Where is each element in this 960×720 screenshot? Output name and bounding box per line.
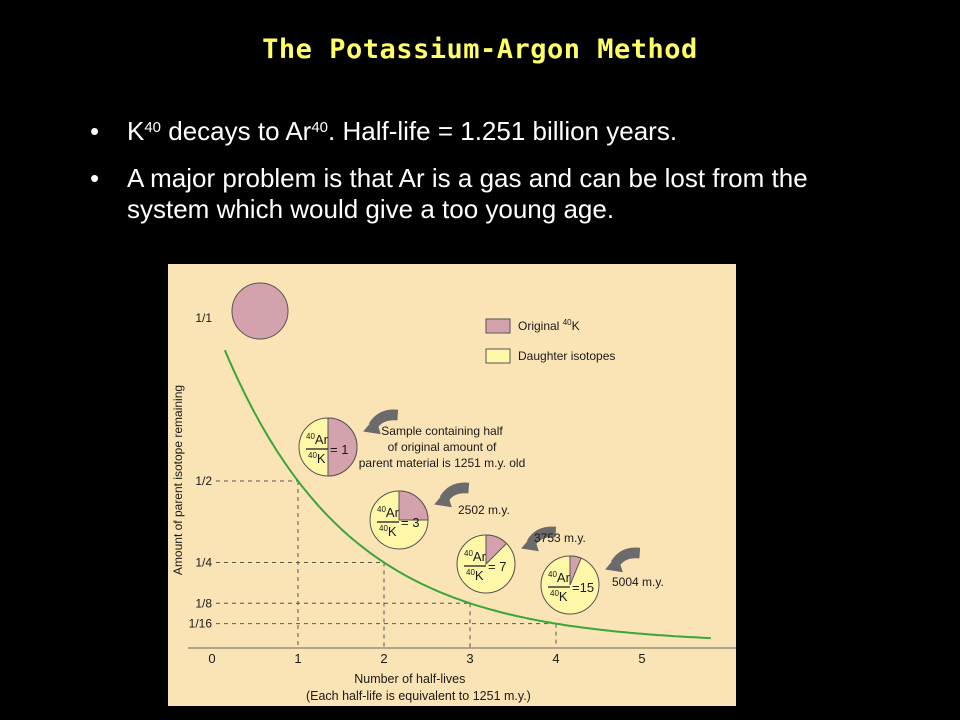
- pie-ratio-numerator: 40Ar: [548, 570, 571, 585]
- x-axis-note: (Each half-life is equivalent to 1251 m.…: [306, 689, 531, 703]
- legend-label: Daughter isotopes: [518, 349, 615, 363]
- x-tick-label: 2: [380, 651, 387, 666]
- y-tick-label: 1/2: [195, 474, 212, 488]
- pointer-arrow-head: [363, 417, 381, 435]
- y-tick-label: 1/1: [195, 311, 212, 325]
- pie-ratio-numerator: 40Ar: [464, 549, 487, 564]
- pie-ratio-value: = 1: [330, 442, 348, 457]
- daughter-mass: 40: [311, 119, 329, 136]
- legend-label: Original 40K: [518, 318, 580, 333]
- pie-ratio-value: = 3: [401, 515, 419, 530]
- pie-parent-slice: [398, 490, 429, 521]
- decay-pie: 40Ar 40K = 1: [298, 417, 358, 477]
- pie-ratio-denominator: 40K: [466, 568, 484, 583]
- pie-parent-slice: [569, 555, 582, 586]
- legend-swatch: [485, 348, 511, 364]
- x-tick-label: 3: [466, 651, 473, 666]
- decay-chart: Amount of parent isotope remaining 1/1 1/2…: [171, 282, 736, 703]
- pie-annotation: Sample containing half: [381, 424, 503, 438]
- legend-swatch: [485, 318, 511, 334]
- pie-ratio-denominator: 40K: [379, 524, 397, 539]
- pie-annotation: parent material is 1251 m.y. old: [359, 456, 526, 470]
- decay-pie: 40Ar 40K =15: [540, 555, 600, 615]
- bullet-text: decays to Ar: [161, 116, 312, 146]
- decay-curve-line: [223, 349, 711, 640]
- bullet-text: A major problem is that Ar is a gas and …: [127, 163, 808, 224]
- pie-annotation: of original amount of: [388, 440, 497, 454]
- decay-pie: 40Ar 40K = 7: [456, 534, 516, 594]
- pointer-arrow-head: [605, 555, 623, 573]
- pie-parent-slice: [231, 282, 289, 340]
- y-tick-label: 1/4: [195, 556, 212, 570]
- pie-ratio-denominator: 40K: [550, 589, 568, 604]
- x-tick-label: 1: [294, 651, 301, 666]
- pie-parent-slice: [327, 417, 358, 477]
- x-tick-label: 5: [638, 651, 645, 666]
- pie-ratio-value: = 7: [488, 559, 506, 574]
- y-tick-label: 1/16: [189, 617, 213, 631]
- x-axis-title: Number of half-lives: [354, 672, 465, 686]
- decay-pie: [231, 282, 289, 340]
- pointer-arrow: [363, 409, 399, 435]
- slide-title: The Potassium-Argon Method: [262, 34, 698, 65]
- bullet-item: A major problem is that Ar is a gas and …: [90, 163, 890, 225]
- decay-pie: 40Ar 40K = 3: [369, 490, 429, 550]
- decay-figure: Amount of parent isotope remaining 1/1 1/2…: [168, 264, 736, 706]
- pie-ratio-numerator: 40Ar: [377, 505, 400, 520]
- pointer-arrow-head: [521, 534, 539, 552]
- pie-annotation: 3753 m.y.: [534, 531, 586, 545]
- pie-ratio-numerator: 40Ar: [306, 432, 329, 447]
- pointer-arrow-head: [434, 490, 452, 508]
- pointer-arrow: [605, 547, 641, 573]
- pointer-arrow: [521, 526, 557, 552]
- pie-ratio-denominator: 40K: [308, 451, 326, 466]
- bullet-list: K40 decays to Ar40. Half-life = 1.251 bi…: [90, 116, 890, 241]
- y-tick-label: 1/8: [195, 596, 212, 610]
- x-tick-label: 0: [208, 651, 215, 666]
- bullet-item: K40 decays to Ar40. Half-life = 1.251 bi…: [90, 116, 890, 147]
- pie-ratio-value: =15: [572, 580, 594, 595]
- parent-mass: 40: [144, 119, 162, 136]
- pie-parent-slice: [485, 534, 508, 566]
- pointer-arrow: [434, 482, 470, 508]
- x-tick-label: 4: [552, 651, 559, 666]
- y-axis-title: Amount of parent isotope remaining: [171, 385, 185, 575]
- pie-annotation: 2502 m.y.: [458, 503, 510, 517]
- parent-symbol: K: [127, 116, 145, 146]
- pie-annotation: 5004 m.y.: [612, 575, 664, 589]
- bullet-text: . Half-life = 1.251 billion years.: [328, 116, 678, 146]
